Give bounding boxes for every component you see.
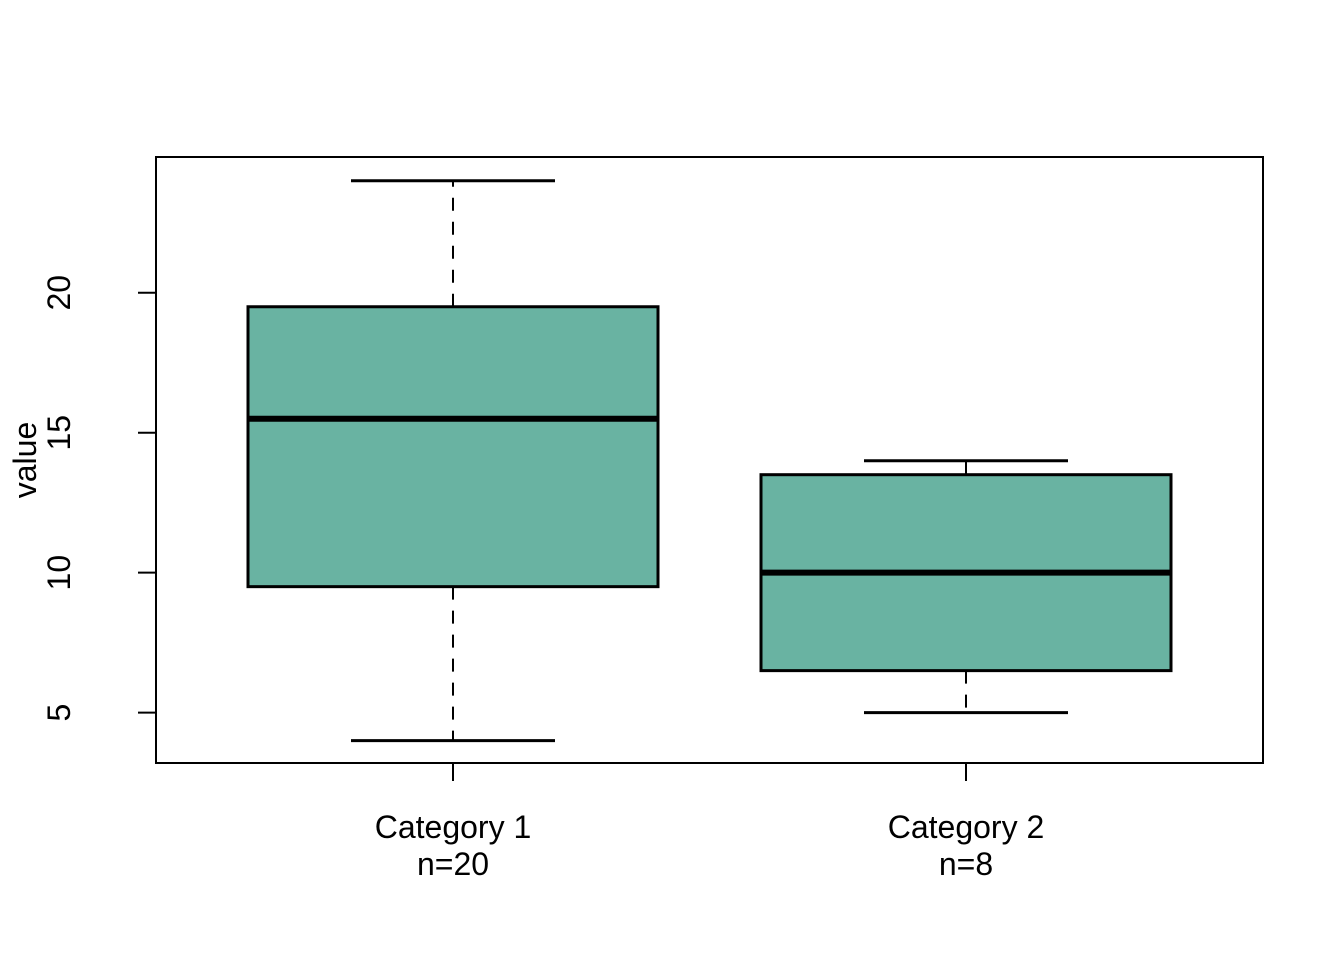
boxplot-series xyxy=(246,179,1173,743)
x-label-category-1: Category 1 xyxy=(375,809,532,845)
x-axis: Category 1n=20 Category 2n=8 xyxy=(375,763,1045,882)
y-axis-title: value xyxy=(7,422,43,499)
y-tick-label-15: 15 xyxy=(41,415,77,451)
box-category-1 xyxy=(246,179,660,743)
iqr-box xyxy=(246,305,660,589)
y-tick-label-20: 20 xyxy=(41,275,77,311)
x-sublabel-category-1: n=20 xyxy=(417,846,489,882)
y-axis: 5 10 15 20 xyxy=(41,275,156,722)
y-tick-label-10: 10 xyxy=(41,555,77,591)
x-label-category-2: Category 2 xyxy=(888,809,1045,845)
plot-frame xyxy=(155,156,1264,764)
y-tick-label-5: 5 xyxy=(41,704,77,722)
box-category-2 xyxy=(759,459,1173,715)
x-sublabel-category-2: n=8 xyxy=(939,846,993,882)
